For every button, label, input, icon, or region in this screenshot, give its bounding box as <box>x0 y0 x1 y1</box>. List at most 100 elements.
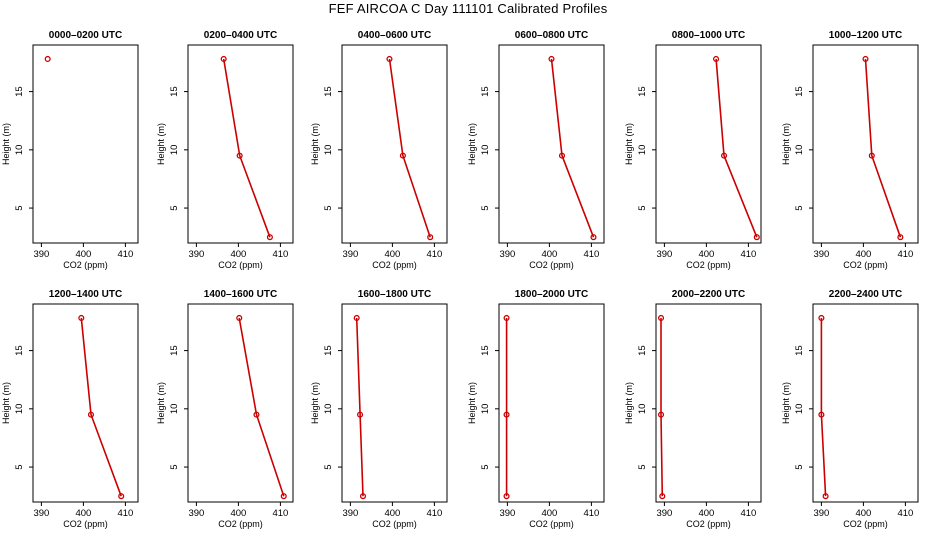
y-axis-label: Height (m) <box>310 123 320 165</box>
chart-panel-3: 0400–0600 UTC 390 400 410 5 10 15 CO2 (ppm) Heig… <box>310 30 448 270</box>
x-tick-label: 400 <box>698 249 714 260</box>
y-tick-label: 5 <box>480 205 491 210</box>
x-tick-label: 400 <box>541 249 557 260</box>
data-point <box>399 152 406 159</box>
panel-title: 1400–1600 UTC <box>204 289 277 300</box>
x-tick-label: 390 <box>813 508 829 519</box>
y-tick-label: 10 <box>480 145 491 156</box>
y-tick-label: 15 <box>480 86 491 97</box>
data-point <box>590 234 597 241</box>
chart-panel-11: 2000–2200 UTC 390 400 410 5 10 15 CO2 (ppm) Heig… <box>624 289 762 529</box>
panel-title: 1600–1800 UTC <box>358 289 431 300</box>
y-tick-label: 5 <box>14 205 25 210</box>
y-axis-label: Height (m) <box>156 382 166 424</box>
panel-title: 1200–1400 UTC <box>49 289 122 300</box>
x-tick-label: 390 <box>342 249 358 260</box>
y-tick-label: 5 <box>323 205 334 210</box>
x-tick-label: 410 <box>583 508 599 519</box>
chart-panel-6: 1000–1200 UTC 390 400 410 5 10 15 CO2 (ppm) Heig… <box>781 30 919 270</box>
panel-title: 0400–0600 UTC <box>358 30 431 41</box>
data-point <box>220 55 227 63</box>
plot-frame <box>187 303 294 503</box>
data-point <box>236 152 243 159</box>
x-tick-label: 410 <box>117 508 133 519</box>
x-tick-label: 410 <box>583 249 599 260</box>
data-point <box>503 493 510 500</box>
y-tick-label: 15 <box>14 345 25 356</box>
data-point <box>353 314 360 322</box>
chart-panel-4: 0600–0800 UTC 390 400 410 5 10 15 CO2 (ppm) Heig… <box>467 30 605 270</box>
data-point <box>44 55 51 63</box>
data-point <box>657 314 665 322</box>
panel-title: 2000–2200 UTC <box>672 289 745 300</box>
y-tick-label: 15 <box>323 86 334 97</box>
x-tick-label: 390 <box>499 249 515 260</box>
data-point <box>818 314 825 322</box>
y-axis-label: Height (m) <box>156 123 166 165</box>
y-tick-label: 10 <box>637 404 648 415</box>
series-line <box>864 58 902 238</box>
plot-frame <box>187 44 294 244</box>
data-point <box>280 493 287 500</box>
plot-frame <box>341 303 448 503</box>
x-axis-label: CO2 (ppm) <box>686 260 731 270</box>
x-tick-label: 390 <box>33 508 49 519</box>
panel-title: 0800–1000 UTC <box>672 30 745 41</box>
y-tick-label: 5 <box>14 464 25 469</box>
data-point <box>87 411 95 418</box>
y-tick-label: 5 <box>169 205 180 210</box>
panel-title: 0000–0200 UTC <box>49 30 122 41</box>
y-axis-label: Height (m) <box>781 123 791 165</box>
series-line <box>222 58 271 238</box>
x-axis-label: CO2 (ppm) <box>843 519 888 529</box>
x-tick-label: 410 <box>426 249 442 260</box>
x-tick-label: 400 <box>75 508 91 519</box>
y-tick-label: 10 <box>480 404 491 415</box>
series-line <box>660 318 664 497</box>
data-point <box>118 493 125 500</box>
data-point <box>753 234 760 241</box>
data-point <box>720 152 728 159</box>
chart-panel-9: 1600–1800 UTC 390 400 410 5 10 15 CO2 (ppm) Heig… <box>310 289 448 529</box>
y-tick-label: 10 <box>169 145 180 156</box>
data-point <box>357 411 364 418</box>
data-point <box>548 55 555 63</box>
y-tick-label: 10 <box>14 145 25 156</box>
chart-panel-7: 1200–1400 UTC 390 400 410 5 10 15 CO2 (ppm) Heig… <box>1 289 139 529</box>
y-axis-label: Height (m) <box>781 382 791 424</box>
x-tick-label: 390 <box>33 249 49 260</box>
data-point <box>897 234 904 241</box>
series-line <box>238 317 285 497</box>
figure-title: FEF AIRCOA C Day 111101 Calibrated Profi… <box>328 1 608 16</box>
y-axis-label: Height (m) <box>1 123 11 165</box>
data-point <box>253 411 260 418</box>
y-tick-label: 5 <box>169 464 180 469</box>
x-tick-label: 410 <box>740 508 756 519</box>
y-tick-label: 10 <box>794 145 805 156</box>
chart-panel-12: 2200–2400 UTC 390 400 410 5 10 15 CO2 (ppm) Heig… <box>781 289 919 529</box>
series-line <box>550 58 595 238</box>
data-point <box>266 234 273 241</box>
data-point <box>713 55 720 63</box>
plot-frame <box>498 303 605 503</box>
panel-title: 0200–0400 UTC <box>204 30 277 41</box>
panel-title: 2200–2400 UTC <box>829 289 902 300</box>
y-tick-label: 15 <box>169 86 180 97</box>
x-tick-label: 400 <box>855 508 871 519</box>
x-axis-label: CO2 (ppm) <box>843 260 888 270</box>
x-tick-label: 400 <box>698 508 714 519</box>
x-tick-label: 410 <box>117 249 133 260</box>
data-point <box>822 493 829 500</box>
y-tick-label: 15 <box>480 345 491 356</box>
data-point <box>427 234 434 241</box>
plot-frame <box>341 44 448 244</box>
x-tick-label: 410 <box>426 508 442 519</box>
y-axis-label: Height (m) <box>467 382 477 424</box>
plot-frame <box>32 303 139 503</box>
y-tick-label: 5 <box>794 464 805 469</box>
x-tick-label: 410 <box>272 249 288 260</box>
panel-title: 1800–2000 UTC <box>515 289 588 300</box>
y-tick-label: 10 <box>169 404 180 415</box>
y-tick-label: 10 <box>14 404 25 415</box>
chart-panel-2: 0200–0400 UTC 390 400 410 5 10 15 CO2 (ppm) Heig… <box>156 30 294 270</box>
